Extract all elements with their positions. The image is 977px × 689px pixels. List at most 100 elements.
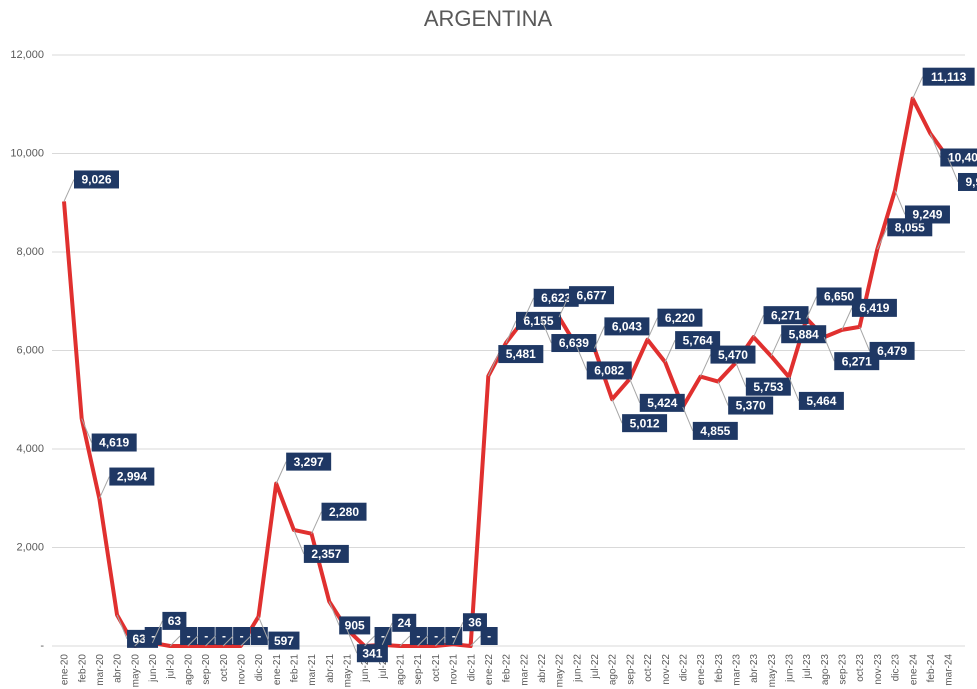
leader-line [134,635,146,647]
label-box [692,421,738,440]
value-label: 2,280 [329,505,359,519]
value-label: 24 [398,616,412,630]
leader-line [311,511,322,534]
leader-line [700,354,711,377]
value-label: 5,370 [736,399,766,413]
x-tick-label: feb-22 [502,654,513,683]
label-box [657,308,703,327]
label-box [462,613,487,632]
leader-line [841,307,853,331]
data-label: 6,155 [505,311,561,344]
value-label: 5,464 [806,394,836,408]
label-box [958,172,977,191]
x-tick-label: dic-21 [466,654,477,682]
data-label: 5,370 [717,381,774,415]
value-label: 9,249 [912,208,942,222]
value-label: 5,424 [647,396,677,410]
y-tick-label: 6,000 [16,344,44,356]
value-label: 6,479 [877,344,907,358]
label-box [851,298,897,317]
label-box [250,627,268,645]
data-label: 6,650 [806,287,862,319]
value-label: 5,481 [506,347,536,361]
data-label: - [240,627,268,647]
value-label: 5,884 [789,327,819,341]
leader-line [753,314,764,338]
label-box [745,377,791,396]
value-label: 11,113 [931,70,967,84]
value-label: 6,639 [559,336,589,350]
leader-line [470,635,481,647]
x-tick-label: mar-24 [944,654,955,686]
data-label: 6,271 [753,306,809,338]
label-box [74,170,119,189]
x-tick-label: nov-23 [873,654,884,685]
leader-line [682,406,694,432]
leader-line [434,635,446,647]
label-box [374,627,392,645]
label-box [286,452,332,471]
x-tick-label: nov-22 [661,654,672,685]
x-tick-label: sep-20 [201,654,212,685]
data-label: 9,249 [894,190,950,224]
value-label: 36 [468,615,482,629]
leader-line [947,157,959,183]
leader-line [452,622,464,645]
x-tick-label: dic-23 [891,654,902,682]
label-box [569,286,615,305]
x-tick-label: jul-20 [166,654,177,680]
label-box [533,288,579,307]
x-tick-label: ene-21 [272,654,283,686]
y-tick-label: 10,000 [10,147,44,159]
x-tick-label: feb-21 [289,654,300,683]
line [62,96,950,648]
leader-line [275,461,287,484]
leader-line [364,635,375,647]
value-label: 9,909 [965,175,977,189]
x-tick-label: oct-23 [855,654,866,682]
data-label: 5,464 [788,376,844,410]
data-label: 5,753 [735,362,791,396]
leader-line [611,398,623,424]
value-label: 6,623 [541,291,571,305]
label-box [516,311,561,330]
data-label: 11,113 [912,67,975,99]
x-tick-label: abr-21 [325,654,336,683]
x-tick-label: sep-21 [413,654,424,685]
x-tick-label: sep-22 [625,654,636,685]
data-label: 2,994 [98,467,155,499]
value-label: 5,012 [630,416,660,430]
y-tick-label: 2,000 [16,541,44,553]
leader-line [806,296,818,319]
data-label: 36 [452,613,487,645]
x-tick-label: feb-20 [77,654,88,683]
value-label: - [452,629,456,643]
label-box [798,391,844,410]
label-box [268,631,300,650]
leader-line [717,381,729,406]
data-label: 2,357 [293,529,349,563]
value-label: - [222,629,226,643]
leader-line [788,376,800,402]
data-label: 10,406 [929,133,977,167]
value-label: - [151,629,155,643]
value-label: 10,406 [948,151,977,165]
data-label: 4,855 [682,406,738,440]
leader-line [258,616,269,641]
x-tick-label: mar-21 [307,654,318,686]
value-label: 2,994 [117,470,147,484]
label-box [816,287,862,306]
data-label: 6,419 [841,298,897,331]
leader-line [523,297,535,321]
value-label: - [434,629,438,643]
label-box [356,644,388,663]
value-label: 9,026 [81,173,111,187]
leader-line [770,334,782,357]
x-tick-label: mar-22 [519,654,530,686]
x-tick-label: may-23 [767,654,778,688]
x-tick-label: ene-24 [908,654,919,686]
data-label: 597 [258,616,300,650]
x-tick-label: jul-23 [802,654,813,680]
label-box [303,544,349,563]
leader-line [293,529,305,555]
